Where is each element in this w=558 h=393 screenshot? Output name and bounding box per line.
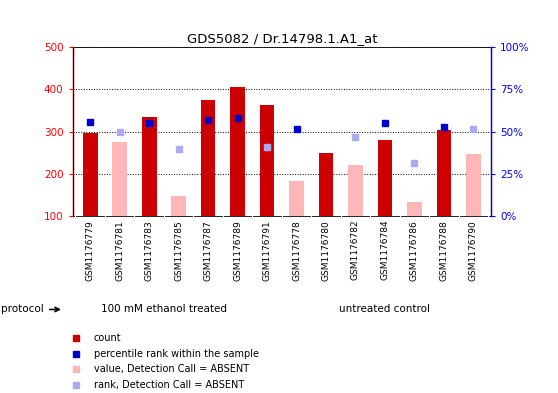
Bar xyxy=(466,154,481,216)
Bar xyxy=(230,87,245,216)
Text: value, Detection Call = ABSENT: value, Detection Call = ABSENT xyxy=(94,364,249,375)
Bar xyxy=(112,142,127,216)
Bar xyxy=(348,165,363,216)
Bar xyxy=(142,117,157,216)
Title: GDS5082 / Dr.14798.1.A1_at: GDS5082 / Dr.14798.1.A1_at xyxy=(186,31,377,44)
Text: GSM1176788: GSM1176788 xyxy=(439,220,449,281)
Text: GSM1176783: GSM1176783 xyxy=(145,220,153,281)
Text: count: count xyxy=(94,333,122,343)
Text: 100 mM ethanol treated: 100 mM ethanol treated xyxy=(101,305,227,314)
Text: protocol: protocol xyxy=(2,305,59,314)
Text: GSM1176790: GSM1176790 xyxy=(469,220,478,281)
Text: GSM1176785: GSM1176785 xyxy=(174,220,183,281)
Bar xyxy=(378,140,392,216)
Text: GSM1176784: GSM1176784 xyxy=(381,220,389,281)
Bar xyxy=(83,133,98,216)
Text: GSM1176780: GSM1176780 xyxy=(321,220,330,281)
Text: GSM1176781: GSM1176781 xyxy=(115,220,124,281)
Text: GSM1176789: GSM1176789 xyxy=(233,220,242,281)
Text: GSM1176791: GSM1176791 xyxy=(263,220,272,281)
Bar xyxy=(407,202,422,216)
Text: untreated control: untreated control xyxy=(339,305,430,314)
Text: GSM1176779: GSM1176779 xyxy=(86,220,95,281)
Text: GSM1176786: GSM1176786 xyxy=(410,220,419,281)
Bar xyxy=(171,196,186,216)
Text: percentile rank within the sample: percentile rank within the sample xyxy=(94,349,259,359)
Text: GSM1176778: GSM1176778 xyxy=(292,220,301,281)
Bar xyxy=(319,153,333,216)
Bar xyxy=(201,100,215,216)
Bar xyxy=(289,181,304,216)
Text: rank, Detection Call = ABSENT: rank, Detection Call = ABSENT xyxy=(94,380,244,390)
Text: GSM1176782: GSM1176782 xyxy=(351,220,360,281)
Bar xyxy=(436,130,451,216)
Bar xyxy=(259,105,275,216)
Text: GSM1176787: GSM1176787 xyxy=(204,220,213,281)
